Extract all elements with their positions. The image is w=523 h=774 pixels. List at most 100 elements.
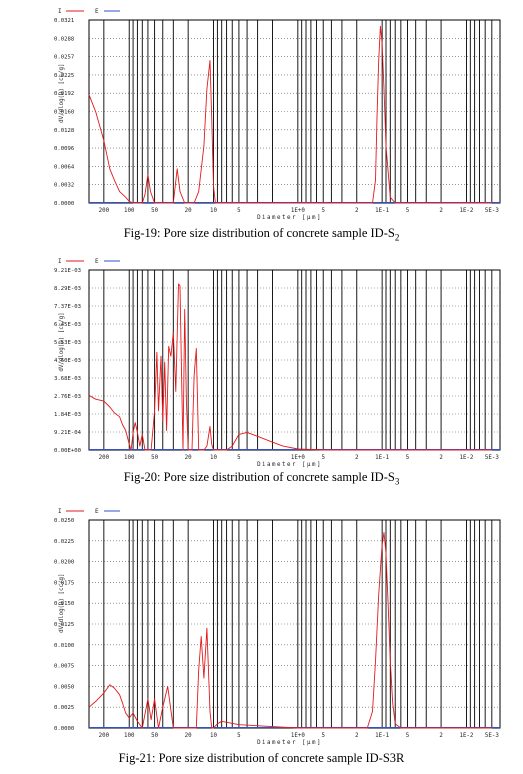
- y-tick-label: 4.60E-03: [54, 358, 81, 364]
- y-tick-label: 3.68E-03: [54, 376, 81, 382]
- y-tick-label: 0.0032: [54, 183, 74, 189]
- caption-fig-20: Fig-20: Pore size distribution of concre…: [0, 470, 523, 487]
- caption-text: Fig-19: Pore size distribution of concre…: [123, 226, 395, 240]
- x-tick-label: 50: [151, 455, 158, 461]
- x-tick-label: 5E-3: [485, 208, 499, 214]
- y-tick-label: 5.53E-03: [54, 340, 81, 346]
- x-tick-label: 10: [210, 208, 217, 214]
- y-tick-label: 0.0100: [54, 643, 74, 649]
- y-tick-label: 8.29E-03: [54, 286, 81, 292]
- legend-label-cumulative: I: [58, 258, 62, 265]
- plot-frame: [88, 519, 501, 729]
- y-tick-label: 0.0200: [54, 560, 74, 566]
- x-tick-label: 5: [406, 208, 410, 214]
- x-axis-label: Diameter [µm]: [257, 215, 322, 221]
- y-tick-label: 0.0128: [54, 128, 75, 134]
- x-tick-label: 5E-3: [485, 733, 499, 739]
- x-tick-label: 20: [185, 733, 192, 739]
- y-tick-label: 0.0192: [54, 91, 74, 97]
- x-tick-label: 5: [321, 455, 325, 461]
- y-tick-label: 0.0225: [54, 73, 74, 79]
- x-tick-label: 5: [237, 455, 241, 461]
- y-tick-label: 0.0050: [54, 684, 74, 690]
- y-axis-label: dV/dlog(D) [cc/g]: [59, 574, 65, 633]
- y-tick-label: 0.0000: [54, 726, 74, 732]
- chart-fig-21: 0.0250 0.0225 0.0200 0.0175 0.0150 0.0125 0.01…: [54, 508, 501, 746]
- series-line-incremental: [88, 283, 492, 451]
- y-tick-label: 0.0125: [54, 622, 74, 628]
- figure-21: 0.0250 0.0225 0.0200 0.0175 0.0150 0.0125 0.01…: [0, 500, 523, 774]
- x-tick-label: 5: [237, 208, 241, 214]
- x-tick-label: 5: [406, 455, 410, 461]
- y-tick-label: 0.0321: [54, 18, 74, 24]
- x-tick-label: 1E-2: [459, 208, 473, 214]
- y-tick-label: 0.00E+00: [54, 448, 81, 454]
- x-axis-label: Diameter [µm]: [257, 462, 322, 468]
- x-tick-label: 20: [185, 208, 192, 214]
- x-tick-label: 5: [321, 733, 325, 739]
- y-tick-label: 7.37E-03: [54, 304, 81, 310]
- x-tick-label: 50: [151, 733, 158, 739]
- x-tick-label: 100: [124, 733, 135, 739]
- y-tick-label: 0.0175: [54, 580, 74, 586]
- y-tick-label: 9.21E-04: [54, 430, 82, 436]
- chart-fig-19: 0.0321 0.0288 0.0257 0.0225 0.0192 0.0160 0.01…: [54, 8, 501, 221]
- x-tick-label: 200: [99, 208, 110, 214]
- x-tick-label: 1E-2: [459, 733, 473, 739]
- y-tick-label: 0.0096: [54, 146, 74, 152]
- legend-label-incremental: E: [95, 258, 99, 265]
- x-tick-label: 50: [151, 208, 158, 214]
- y-tick-label: 6.45E-03: [54, 322, 81, 328]
- y-tick-label: 0.0257: [54, 55, 74, 61]
- figure-20: 9.21E-03 8.29E-03 7.37E-03 6.45E-03 5.53E-03…: [0, 255, 523, 490]
- plot-frame: [88, 269, 501, 451]
- y-axis-label: dV/dlog(D) [cc/g]: [59, 64, 65, 123]
- y-tick-label: 0.0064: [54, 164, 75, 170]
- y-tick-label: 0.0288: [54, 36, 75, 42]
- x-tick-label: 1E-2: [459, 455, 473, 461]
- x-tick-label: 5E-3: [485, 455, 499, 461]
- caption-text: Fig-21: Pore size distribution of concre…: [118, 751, 405, 765]
- x-tick-label: 200: [99, 455, 110, 461]
- caption-fig-21: Fig-21: Pore size distribution of concre…: [0, 751, 523, 768]
- y-tick-label: 0.0160: [54, 110, 74, 116]
- x-tick-label: 5: [321, 208, 325, 214]
- caption-text: Fig-20: Pore size distribution of concre…: [123, 470, 395, 484]
- x-tick-label: 5: [406, 733, 410, 739]
- y-tick-label: 0.0025: [54, 705, 74, 711]
- legend-label-cumulative: I: [58, 508, 62, 515]
- x-tick-label: 2: [355, 455, 359, 461]
- x-tick-label: 2: [355, 208, 359, 214]
- y-tick-label: 2.76E-03: [54, 394, 81, 400]
- y-tick-label: 0.0150: [54, 601, 74, 607]
- x-tick-label: 1E-1: [375, 455, 389, 461]
- x-tick-label: 20: [185, 455, 192, 461]
- x-tick-label: 1E+0: [291, 208, 305, 214]
- x-tick-label: 100: [124, 455, 135, 461]
- legend-label-incremental: E: [95, 508, 99, 515]
- caption-subscript: 2: [394, 232, 400, 243]
- caption-fig-19: Fig-19: Pore size distribution of concre…: [0, 226, 523, 243]
- figure-19: 0.0321 0.0288 0.0257 0.0225 0.0192 0.0160 0.01…: [0, 0, 523, 250]
- x-tick-label: 2: [439, 733, 443, 739]
- y-tick-label: 0.0250: [54, 518, 74, 524]
- caption-subscript: 3: [394, 476, 400, 487]
- x-tick-label: 1E+0: [291, 733, 305, 739]
- x-axis-label: Diameter [µm]: [257, 740, 322, 746]
- x-tick-label: 100: [124, 208, 135, 214]
- x-tick-label: 10: [210, 455, 217, 461]
- x-tick-label: 10: [210, 733, 217, 739]
- series-line-incremental: [88, 25, 492, 204]
- y-tick-label: 0.0075: [54, 664, 74, 670]
- x-tick-label: 1E-1: [375, 733, 389, 739]
- y-tick-label: 0.0225: [54, 539, 74, 545]
- x-tick-label: 2: [355, 733, 359, 739]
- legend-label-incremental: E: [95, 8, 99, 15]
- x-tick-label: 5: [237, 733, 241, 739]
- x-tick-label: 2: [439, 455, 443, 461]
- y-axis-label: dV/dlog(D) [cc/g]: [59, 312, 65, 371]
- legend-label-cumulative: I: [58, 8, 62, 15]
- y-tick-label: 1.84E-03: [54, 412, 81, 418]
- x-tick-label: 1E-1: [375, 208, 389, 214]
- x-tick-label: 1E+0: [291, 455, 305, 461]
